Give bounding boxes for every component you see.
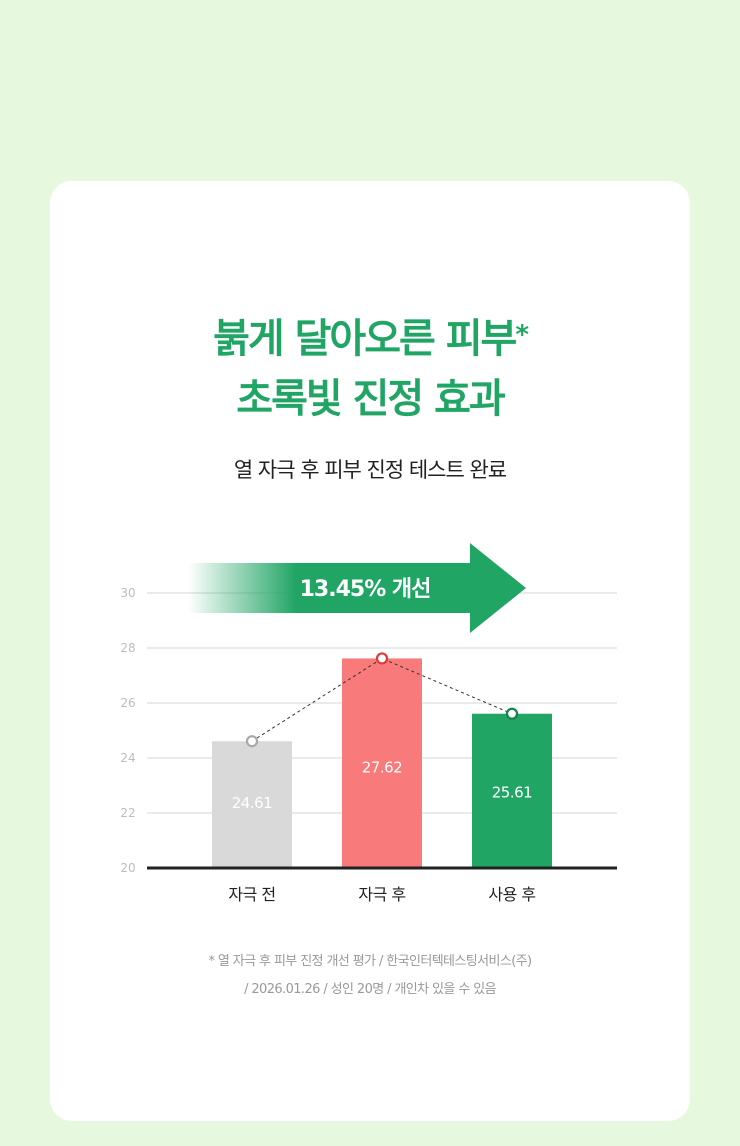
bar-1 [212, 741, 292, 868]
headline-asterisk: * [515, 320, 529, 350]
trend-line [251, 657, 513, 742]
headline-line-2: 초록빛 진정 효과 [236, 376, 505, 422]
footnote-line-2: / 2026.01.26 / 성인 20명 / 개인차 있을 수 있음 [244, 982, 496, 997]
bar-value-label: 24.61 [232, 794, 272, 812]
improvement-arrow [188, 543, 526, 633]
y-tick-label: 20 [120, 861, 135, 875]
x-category-label: 자극 전 [228, 885, 275, 904]
bar-3 [472, 713, 552, 868]
x-category-label: 자극 후 [358, 885, 405, 904]
trend-point-2 [375, 652, 389, 665]
trend-point-3 [505, 707, 519, 720]
bar-2 [342, 658, 422, 868]
y-tick-label: 30 [120, 586, 135, 600]
trend-point-1 [245, 735, 259, 748]
y-tick-label: 28 [120, 641, 135, 655]
improvement-label: 13.45% 개선 [300, 577, 431, 602]
y-tick-label: 24 [120, 751, 135, 765]
footnote-line-1: * 열 자극 후 피부 진정 개선 평가 / 한국인터텍테스팅서비스(주) [208, 954, 532, 969]
subtitle: 열 자극 후 피부 진정 테스트 완료 [233, 458, 507, 482]
y-tick-label: 22 [120, 806, 135, 820]
footnote: * 열 자극 후 피부 진정 개선 평가 / 한국인터텍테스팅서비스(주) / … [50, 948, 690, 1004]
bar-value-label: 25.61 [492, 784, 532, 802]
content-card: 붉게 달아오른 피부* 초록빛 진정 효과 열 자극 후 피부 진정 테스트 완… [50, 181, 690, 1121]
bar-value-label: 27.62 [362, 758, 402, 776]
x-category-label: 사용 후 [488, 885, 535, 904]
bar-chart: 20 22 24 26 28 30 13.45% 개선 24.61 27.62 25.61 자극… [120, 543, 617, 904]
headline-line-1: 붉게 달아오른 피부 [213, 316, 517, 362]
headline: 붉게 달아오른 피부* 초록빛 진정 효과 [50, 309, 690, 429]
y-tick-label: 26 [120, 696, 135, 710]
